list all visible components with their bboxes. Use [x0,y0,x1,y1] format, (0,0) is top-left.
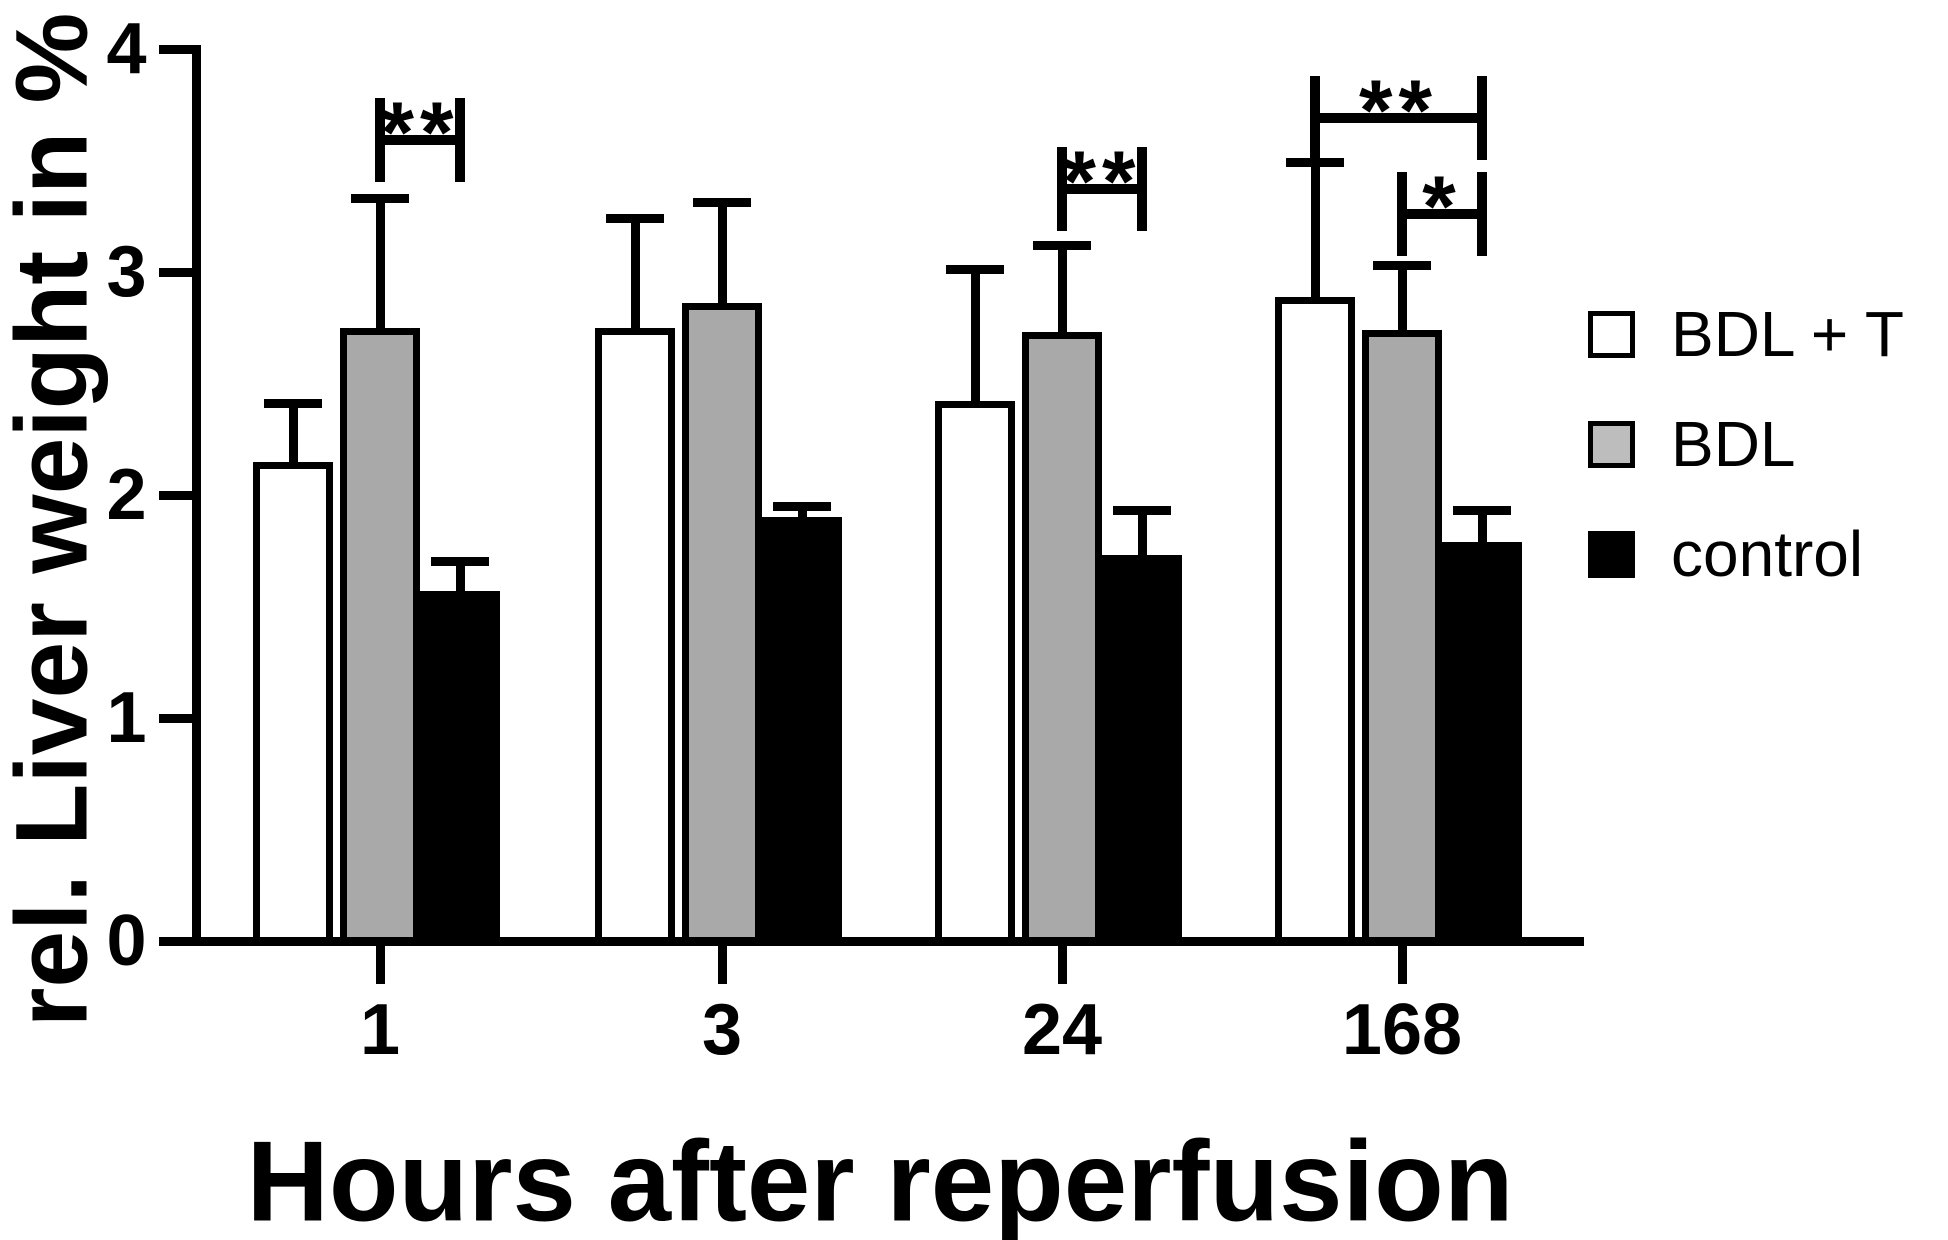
error-bar-stem-bdl-1h [375,198,385,330]
error-bar-cap-bdl-t-3h [606,213,664,223]
bar-bdl-24h [1022,332,1102,946]
error-bar-cap-control-24h [1113,506,1171,516]
bar-bdl-1h [340,327,420,946]
y-axis-line [191,45,201,946]
legend-label-bdl-t: BDL + T [1671,298,1904,370]
legend: BDL + T BDL control [1588,302,1904,586]
x-tick-3 [717,941,727,984]
error-bar-cap-bdl-t-24h [946,265,1004,275]
y-tick-label-2: 2 [106,455,147,535]
error-bar-cap-bdl-24h [1033,240,1091,250]
error-bar-stem-control-1h [455,561,465,593]
bar-control-168h [1442,541,1522,946]
sig-label-1h-0: ** [380,85,460,182]
sig-label-24h-1: ** [1062,134,1142,231]
error-bar-stem-control-168h [1477,510,1487,544]
error-bar-stem-bdl-24h [1057,245,1067,335]
x-tick-1 [375,941,385,984]
error-bar-cap-bdl-1h [351,193,409,203]
y-tick-3 [158,267,192,277]
y-tick-label-0: 0 [106,901,147,981]
bar-control-1h [420,590,500,946]
error-bar-cap-bdl-168h [1373,260,1431,270]
error-bar-cap-bdl-3h [693,198,751,208]
x-tick-24 [1057,941,1067,984]
x-tick-label-1: 1 [359,990,401,1070]
error-bar-stem-control-24h [1137,510,1147,558]
error-bar-stem-control-3h [797,506,807,520]
bar-bdl-t-24h [935,401,1015,946]
legend-item-bdl: BDL [1588,412,1904,476]
sig-bracket-bar-1h-0 [380,135,460,146]
bar-control-3h [762,517,842,946]
sig-bracket-end-24h-1-1 [1137,147,1147,232]
sig-bracket-end-24h-1-0 [1057,147,1067,232]
sig-bracket-bar-24h-1 [1062,184,1142,195]
legend-swatch-control [1588,530,1635,578]
error-bar-cap-control-3h [773,501,831,511]
sig-label-168h-3: * [1422,159,1462,256]
bar-bdl-168h [1362,329,1442,946]
error-bar-stem-bdl-t-3h [630,218,640,330]
bar-control-24h [1102,555,1182,946]
y-tick-1 [158,713,192,723]
x-tick-label-24: 24 [1021,990,1103,1070]
bar-bdl-t-3h [595,327,675,946]
bar-bdl-t-1h [253,461,333,946]
bar-bdl-3h [682,303,762,946]
error-bar-cap-control-1h [431,557,489,567]
y-tick-4 [158,44,192,54]
y-tick-label-3: 3 [106,232,147,312]
x-tick-label-3: 3 [701,990,743,1070]
legend-swatch-bdl [1588,420,1635,468]
error-bar-stem-bdl-t-1h [288,403,298,464]
error-bar-stem-bdl-3h [717,202,727,306]
sig-bracket-end-168h-2-1 [1477,76,1487,161]
x-axis-line [168,936,1584,946]
sig-bracket-bar-168h-2 [1315,113,1482,124]
sig-bracket-end-1h-0-0 [375,98,385,183]
legend-item-bdl-t: BDL + T [1588,302,1904,366]
legend-item-control: control [1588,522,1904,586]
legend-label-bdl: BDL [1671,408,1796,480]
error-bar-cap-control-168h [1453,506,1511,516]
x-tick-168 [1397,941,1407,984]
legend-swatch-bdl-t [1588,310,1635,358]
y-tick-label-1: 1 [106,678,147,758]
error-bar-cap-bdl-t-168h [1286,158,1344,168]
error-bar-stem-bdl-168h [1397,265,1407,332]
bar-bdl-t-168h [1275,296,1355,946]
sig-bracket-end-168h-3-0 [1397,172,1407,257]
error-bar-stem-bdl-t-24h [970,269,980,404]
y-tick-0 [158,936,192,946]
sig-bracket-bar-168h-3 [1402,209,1482,220]
y-tick-2 [158,490,192,500]
sig-label-168h-2: ** [1359,63,1438,160]
sig-bracket-end-168h-2-0 [1310,76,1320,161]
error-bar-cap-bdl-t-1h [264,399,322,409]
x-axis-title: Hours after reperfusion [246,1118,1514,1240]
x-tick-label-168: 168 [1341,990,1463,1070]
legend-label-control: control [1671,518,1864,590]
y-tick-label-4: 4 [106,9,147,89]
sig-bracket-end-168h-3-1 [1477,172,1487,257]
error-bar-stem-bdl-t-168h [1310,162,1320,299]
sig-bracket-end-1h-0-1 [455,98,465,183]
